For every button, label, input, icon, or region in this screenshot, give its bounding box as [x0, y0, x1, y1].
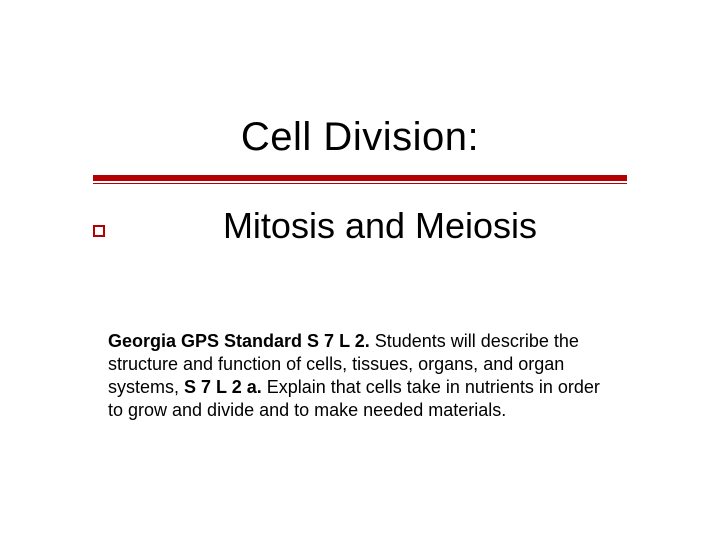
body-text: Georgia GPS Standard S 7 L 2. Students w… — [108, 330, 618, 422]
slide-title: Cell Division: — [0, 115, 720, 160]
rule-thick — [93, 175, 627, 181]
rule-thin — [93, 183, 627, 184]
slide-subtitle: Mitosis and Meiosis — [120, 205, 640, 247]
body-bold-2: S 7 L 2 a. — [184, 377, 267, 397]
slide: Cell Division: Mitosis and Meiosis Georg… — [0, 0, 720, 540]
bullet-square-icon — [93, 225, 105, 237]
body-bold-1: Georgia GPS Standard S 7 L 2. — [108, 331, 375, 351]
title-rule — [93, 175, 627, 184]
